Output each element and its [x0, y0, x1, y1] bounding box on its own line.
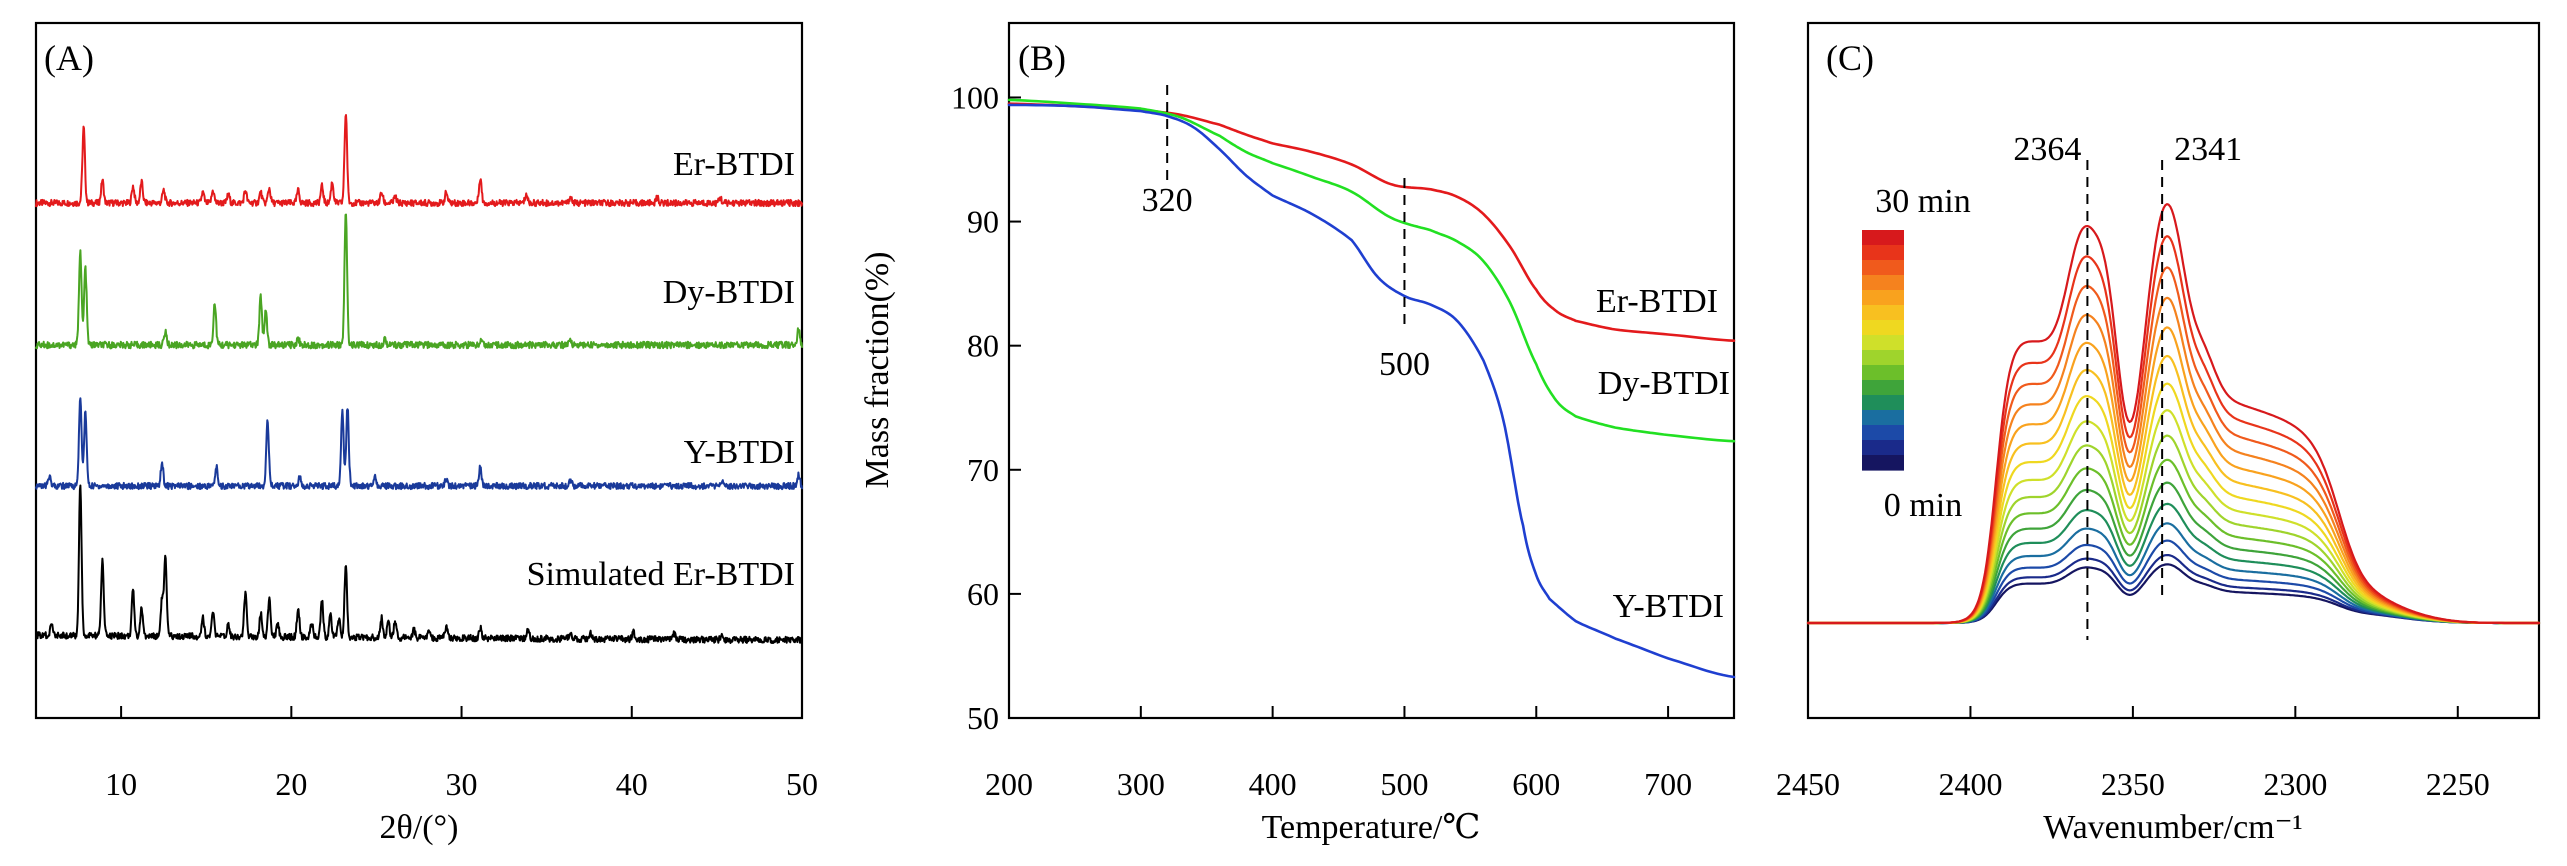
x-tick-label: 30: [446, 766, 478, 802]
pxrd-trace-er-btdi: [35, 114, 803, 208]
panel-b-frame: [1007, 21, 1736, 720]
x-tick-label: 400: [1249, 766, 1297, 802]
x-tick-label: 500: [1380, 766, 1428, 802]
ftir-spectrum: [1806, 563, 2541, 625]
series-label-b-y: Y-BTDI: [1613, 588, 1724, 625]
x-tick-label: 2450: [1776, 766, 1840, 802]
panel-a-x-title: 2θ/(°): [380, 809, 459, 846]
colorbar-segment: [1862, 380, 1904, 396]
colorbar-segment: [1862, 335, 1904, 351]
x-tick-label: 20: [275, 766, 307, 802]
colorbar-segment: [1862, 320, 1904, 336]
ftir-spectrum: [1806, 522, 2541, 625]
colorbar-segment: [1862, 290, 1904, 306]
colorbar-segment: [1862, 260, 1904, 276]
colorbar-segment: [1862, 245, 1904, 261]
panel-b-y-title: Mass fraction(%): [859, 252, 896, 489]
colorbar-segment: [1862, 350, 1904, 366]
colorbar: [1862, 230, 1904, 471]
series-label-b-dy: Dy-BTDI: [1598, 365, 1730, 402]
y-tick-label: 100: [951, 79, 999, 115]
annotation-320: 320: [1142, 182, 1193, 219]
colorbar-segment: [1862, 305, 1904, 321]
ftir-spectrum: [1806, 203, 2541, 625]
colorbar-segment: [1862, 395, 1904, 411]
colorbar-segment: [1862, 365, 1904, 381]
x-tick-label: 2400: [1938, 766, 2002, 802]
panel-c-x-title: Wavenumber/cm⁻¹: [2043, 809, 2303, 846]
x-tick-label: 50: [786, 766, 818, 802]
ftir-spectrum: [1806, 326, 2541, 625]
x-tick-label: 2350: [2101, 766, 2165, 802]
annotation-2341: 2341: [2174, 131, 2242, 168]
panel-b-series: [1007, 98, 1736, 679]
pxrd-trace-y-btdi: [35, 397, 803, 491]
panel-a: (A) Er-BTDI Dy-BTDI Y-BTDI Simulated Er-…: [34, 21, 818, 846]
x-tick-label: 200: [985, 766, 1033, 802]
x-tick-label: 600: [1512, 766, 1560, 802]
series-label-er: Er-BTDI: [673, 146, 795, 183]
ftir-spectrum: [1806, 296, 2541, 625]
colorbar-segment: [1862, 410, 1904, 426]
panel-c-frame: [1806, 21, 2541, 720]
colorbar-segment: [1862, 440, 1904, 456]
series-label-b-er: Er-BTDI: [1596, 283, 1718, 320]
y-tick-label: 60: [967, 576, 999, 612]
x-tick-label: 300: [1117, 766, 1165, 802]
pxrd-trace-dy-btdi: [35, 213, 803, 350]
panel-a-x-ticks: 10 20 30 40 50: [105, 706, 818, 802]
y-tick-label: 80: [967, 328, 999, 364]
x-tick-label: 2250: [2426, 766, 2490, 802]
x-tick-label: 2300: [2263, 766, 2327, 802]
panel-b-label: (B): [1018, 38, 1066, 78]
tga-curve-dy-btdi: [1007, 98, 1736, 443]
x-tick-label: 700: [1644, 766, 1692, 802]
panel-b-y-ticks: 50 60 70 80 90 100: [951, 79, 1021, 736]
panel-c-x-ticks: 2450 2400 2350 2300 2250: [1776, 706, 2490, 802]
ftir-spectrum: [1806, 458, 2541, 625]
y-tick-label: 90: [967, 204, 999, 240]
y-tick-label: 70: [967, 452, 999, 488]
panel-a-series-labels: Er-BTDI Dy-BTDI Y-BTDI Simulated Er-BTDI: [527, 146, 795, 593]
series-label-dy: Dy-BTDI: [663, 274, 795, 311]
panel-a-series: [35, 114, 803, 644]
series-label-y: Y-BTDI: [684, 434, 795, 471]
x-tick-label: 40: [616, 766, 648, 802]
panel-c-series: [1806, 203, 2541, 625]
colorbar-segment: [1862, 230, 1904, 246]
panel-b-x-title: Temperature/℃: [1262, 809, 1481, 846]
pxrd-trace-simulated-er-btdi: [35, 484, 803, 644]
panel-c-label: (C): [1826, 38, 1874, 78]
panel-a-frame: [34, 21, 804, 720]
tga-curve-y-btdi: [1007, 103, 1736, 679]
panel-c: (C) 2364 2341 30 min 0 min 2450 2400 2350 2…: [1776, 21, 2541, 846]
panel-b-series-labels: Er-BTDI Dy-BTDI Y-BTDI: [1596, 283, 1730, 625]
series-label-sim: Simulated Er-BTDI: [527, 556, 795, 593]
ftir-spectrum: [1806, 266, 2541, 625]
annotation-500: 500: [1379, 346, 1430, 383]
colorbar-bottom-label: 0 min: [1884, 487, 1962, 524]
panel-a-label: (A): [44, 38, 94, 78]
colorbar-segment: [1862, 455, 1904, 471]
tga-curve-er-btdi: [1007, 102, 1736, 342]
y-tick-label: 50: [967, 700, 999, 736]
x-tick-label: 10: [105, 766, 137, 802]
annotation-2364: 2364: [2013, 131, 2081, 168]
colorbar-segment: [1862, 275, 1904, 291]
panel-b: (B) 320 500 Er-BTDI Dy-BTDI Y-BTDI 200 30…: [859, 21, 1736, 846]
colorbar-segment: [1862, 425, 1904, 441]
ftir-spectrum: [1806, 539, 2541, 625]
panel-b-x-ticks: 200 300 400 500 600 700: [985, 706, 1692, 802]
colorbar-top-label: 30 min: [1875, 183, 1970, 220]
